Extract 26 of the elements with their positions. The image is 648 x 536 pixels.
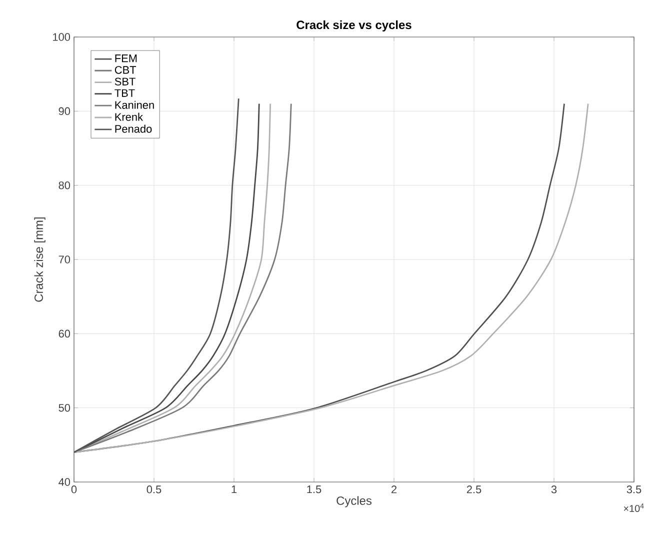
legend-label: SBT [114, 78, 136, 86]
chart-title: Crack size vs cycles [296, 20, 412, 32]
x-tick-label: 3 [551, 486, 557, 494]
y-tick-label: 80 [58, 181, 70, 190]
x-tick-label: 2 [392, 486, 396, 494]
y-tick-label: 40 [58, 478, 70, 486]
y-tick-label: 50 [58, 404, 70, 412]
legend-label: FEM [115, 54, 137, 62]
y-tick-label: 100 [53, 33, 70, 41]
x-tick-label: 1 [232, 486, 237, 494]
x-tick-label: 0 [71, 486, 77, 494]
y-axis-title: Crack zise [mm] [34, 218, 46, 302]
x-tick-label: 1.5 [307, 486, 322, 494]
x-tick-label: 0.5 [146, 486, 162, 494]
y-tick-label: 70 [58, 256, 70, 264]
text: ×10$^{4}$ [624, 504, 644, 512]
legend-label: Kaninen [115, 100, 154, 109]
legend-label: Penado [115, 124, 152, 133]
x-tick-label: 2.5 [466, 486, 482, 494]
x-axis-title: Cycles [336, 496, 372, 508]
y-tick-label: 60 [58, 330, 70, 338]
legend-label: TBT [114, 89, 135, 97]
x-tick-label: 3.5 [626, 486, 642, 494]
legend-label: CBT [114, 66, 136, 74]
y-tick-label: 90 [58, 107, 70, 116]
legend-label: Krenk [115, 112, 144, 121]
